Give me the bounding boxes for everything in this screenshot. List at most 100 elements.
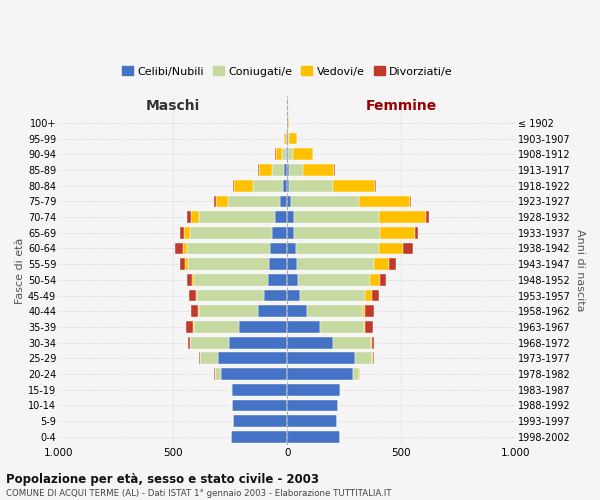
Bar <box>370 274 380 286</box>
Bar <box>403 242 413 254</box>
Bar <box>287 416 337 427</box>
Bar <box>288 132 289 144</box>
Bar <box>199 352 200 364</box>
Bar <box>216 196 228 207</box>
Bar <box>275 148 282 160</box>
Bar <box>187 242 270 254</box>
Bar <box>184 227 190 238</box>
Bar <box>215 368 221 380</box>
Bar <box>287 211 293 223</box>
Y-axis label: Fasce di età: Fasce di età <box>15 238 25 304</box>
Bar <box>415 227 418 238</box>
Text: COMUNE DI ACQUI TERME (AL) - Dati ISTAT 1° gennaio 2003 - Elaborazione TUTTITALI: COMUNE DI ACQUI TERME (AL) - Dati ISTAT … <box>6 489 392 498</box>
Bar <box>230 431 287 443</box>
Bar <box>191 274 194 286</box>
Bar <box>379 211 426 223</box>
Text: Popolazione per età, sesso e stato civile - 2003: Popolazione per età, sesso e stato civil… <box>6 472 319 486</box>
Bar <box>259 164 272 176</box>
Bar <box>231 384 232 396</box>
Bar <box>289 132 297 144</box>
Bar <box>175 242 182 254</box>
Legend: Celibi/Nubili, Coniugati/e, Vedovi/e, Divorziati/e: Celibi/Nubili, Coniugati/e, Vedovi/e, Di… <box>117 62 457 81</box>
Bar <box>287 352 355 364</box>
Bar <box>333 337 371 348</box>
Bar <box>364 321 365 333</box>
Bar <box>257 306 287 317</box>
Bar <box>270 242 287 254</box>
Bar <box>389 258 395 270</box>
Bar <box>229 337 287 348</box>
Bar <box>190 337 229 348</box>
Bar <box>373 352 374 364</box>
Bar <box>293 148 313 160</box>
Bar <box>188 337 190 348</box>
Bar <box>340 384 341 396</box>
Bar <box>287 321 320 333</box>
Bar <box>320 321 364 333</box>
Bar <box>182 242 187 254</box>
Bar <box>287 242 296 254</box>
Bar <box>228 196 280 207</box>
Bar <box>372 337 374 348</box>
Bar <box>272 227 287 238</box>
Bar <box>287 368 353 380</box>
Bar <box>199 211 275 223</box>
Bar <box>287 274 298 286</box>
Bar <box>233 180 234 192</box>
Bar <box>286 132 287 144</box>
Bar <box>218 352 287 364</box>
Bar <box>287 258 297 270</box>
Bar <box>253 180 283 192</box>
Bar <box>287 431 340 443</box>
Bar <box>372 290 379 302</box>
Bar <box>375 180 376 192</box>
Bar <box>379 242 403 254</box>
Bar <box>288 148 293 160</box>
Bar <box>380 227 415 238</box>
Bar <box>333 180 375 192</box>
Bar <box>289 180 333 192</box>
Bar <box>188 258 269 270</box>
Bar <box>196 290 197 302</box>
Bar <box>365 306 374 317</box>
Bar <box>187 211 191 223</box>
Bar <box>268 274 287 286</box>
Text: Femmine: Femmine <box>366 98 437 112</box>
Bar <box>426 211 429 223</box>
Bar <box>289 164 304 176</box>
Bar <box>265 290 287 302</box>
Bar <box>287 227 295 238</box>
Bar <box>296 242 379 254</box>
Bar <box>232 384 287 396</box>
Bar <box>374 258 389 270</box>
Bar <box>197 290 265 302</box>
Bar <box>362 306 365 317</box>
Bar <box>287 180 289 192</box>
Bar <box>180 258 185 270</box>
Bar <box>185 258 188 270</box>
Bar <box>234 180 253 192</box>
Y-axis label: Anni di nascita: Anni di nascita <box>575 229 585 312</box>
Bar <box>186 321 193 333</box>
Bar <box>287 196 292 207</box>
Bar <box>307 306 362 317</box>
Bar <box>301 290 365 302</box>
Bar <box>287 132 288 144</box>
Bar <box>269 258 287 270</box>
Bar <box>191 306 199 317</box>
Bar <box>297 258 374 270</box>
Bar <box>275 211 287 223</box>
Bar <box>293 211 379 223</box>
Bar <box>280 196 287 207</box>
Bar <box>272 164 284 176</box>
Bar <box>194 274 268 286</box>
Bar <box>284 164 287 176</box>
Bar <box>179 227 184 238</box>
Bar <box>191 211 199 223</box>
Bar <box>410 196 412 207</box>
Bar <box>214 368 215 380</box>
Bar <box>221 368 287 380</box>
Bar <box>214 196 216 207</box>
Bar <box>371 337 372 348</box>
Bar <box>200 352 218 364</box>
